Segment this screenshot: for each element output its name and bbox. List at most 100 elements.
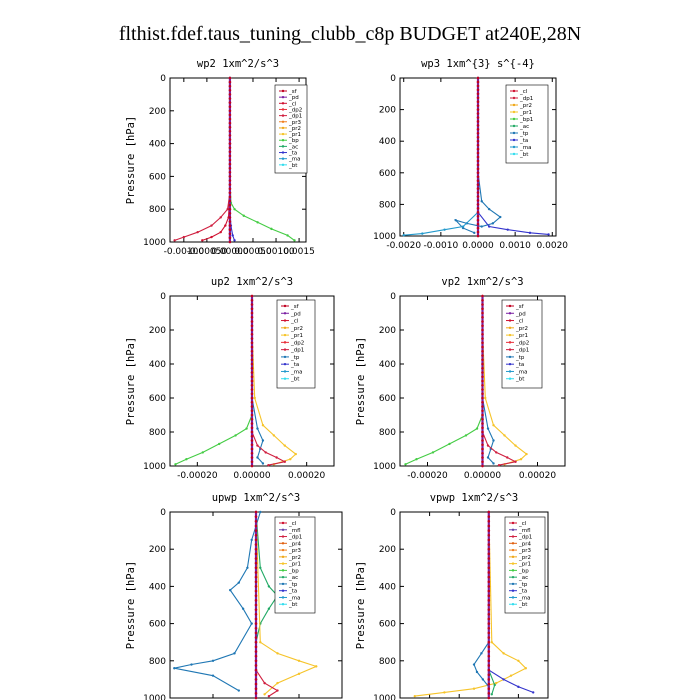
legend-marker (281, 562, 285, 565)
profile-marker (481, 413, 484, 417)
profile-marker (250, 366, 254, 370)
profile-marker (487, 529, 491, 532)
data-point (472, 687, 476, 690)
legend-marker (511, 582, 515, 586)
profile-marker (487, 650, 491, 653)
y-tick-label: 0 (390, 508, 396, 518)
legend-label: _tp (288, 582, 298, 588)
data-point (229, 588, 232, 592)
legend-label: _pr2 (288, 555, 301, 561)
profile-marker (228, 175, 232, 178)
profile-marker (476, 175, 480, 179)
profile-marker (254, 533, 258, 537)
data-point (491, 222, 495, 225)
legend-label: _ac (518, 575, 528, 581)
profile-marker (476, 96, 480, 100)
legend-marker (281, 548, 285, 552)
profile-marker (250, 405, 254, 408)
data-point (297, 659, 301, 662)
profile-marker (476, 116, 480, 119)
data-point (517, 685, 520, 689)
legend-label: _ma (288, 595, 300, 601)
profile-marker (481, 371, 484, 374)
data-point (219, 216, 222, 219)
profile-marker (481, 337, 484, 340)
data-point (413, 694, 416, 698)
y-tick-label: 200 (149, 545, 166, 555)
legend-label: _pr4 (518, 541, 532, 547)
panel-4: vp2 1xm^2/s^3 Pressure [hPa] 0 200 400 600 800… (355, 276, 566, 481)
legend-marker (508, 370, 512, 373)
profile-marker (228, 203, 232, 207)
x-tick-label: 0.00000 (233, 471, 270, 481)
profile-marker (254, 692, 258, 695)
legend-marker (281, 582, 285, 586)
profile-marker (481, 409, 484, 413)
profile-marker (228, 89, 232, 92)
data-point (259, 641, 262, 644)
legend-label: _pr1 (519, 110, 532, 116)
profile-marker (476, 199, 480, 202)
data-point (219, 230, 222, 234)
legend-marker (283, 326, 287, 330)
data-point (490, 693, 493, 696)
profile-marker (254, 640, 258, 644)
profile-marker (476, 112, 480, 115)
y-axis-label: Pressure [hPa] (355, 337, 367, 426)
legend-marker (508, 348, 512, 351)
profile-marker (476, 167, 480, 171)
data-point (261, 424, 265, 427)
x-tick-label: 0.00000 (211, 247, 248, 257)
profile-marker (487, 668, 491, 672)
profile-marker (254, 520, 258, 523)
data-point (492, 439, 495, 442)
profile-marker (228, 187, 232, 190)
profile-marker (250, 439, 254, 442)
profile-marker (254, 552, 258, 556)
data-point (499, 215, 502, 219)
profile-marker (250, 324, 254, 328)
profile-marker (487, 566, 491, 570)
legend-label: _cl (288, 521, 297, 527)
data-point (293, 239, 296, 242)
legend-label: _pd (288, 95, 299, 101)
profile-marker (487, 533, 491, 537)
data-point (234, 434, 237, 437)
x-tick-label: 0.0015 (283, 247, 315, 257)
panel-3: up2 1xm^2/s^3 Pressure [hPa] 0 200 400 600 800… (125, 276, 335, 481)
legend-marker (281, 589, 285, 592)
profile-marker (481, 439, 484, 442)
data-point (267, 607, 271, 610)
series-line-pr1 (255, 511, 318, 695)
profile-marker (487, 654, 491, 658)
series-line-dp1 (251, 431, 287, 466)
y-axis-label: Pressure [hPa] (125, 561, 137, 650)
data-point (182, 235, 186, 239)
profile-marker (250, 392, 254, 396)
y-tick-label: 1000 (373, 694, 396, 700)
y-tick-label: 1000 (143, 694, 166, 700)
legend-box (276, 299, 316, 389)
legend-marker (281, 139, 285, 142)
profile-marker (254, 626, 258, 630)
x-tick-label: 0.0000 (462, 241, 494, 251)
profile-marker (487, 520, 491, 523)
data-point (506, 456, 509, 459)
y-tick-label: 800 (379, 428, 396, 438)
data-point (256, 221, 259, 224)
profile-marker (254, 594, 258, 597)
legend-marker (281, 596, 285, 599)
legend-label: _dp2 (515, 340, 529, 346)
profile-marker (481, 362, 484, 366)
data-point (276, 652, 279, 655)
data-point (242, 214, 245, 217)
data-point (283, 444, 286, 447)
profile-marker (250, 328, 254, 332)
series-line-cl (202, 78, 231, 241)
data-point (261, 439, 265, 442)
y-tick-label: 800 (149, 657, 166, 667)
profile-marker (476, 163, 480, 167)
panel-title: upwp 1xm^2/s^3 (212, 492, 301, 504)
profile-marker (250, 375, 254, 379)
profile-marker (228, 101, 232, 104)
